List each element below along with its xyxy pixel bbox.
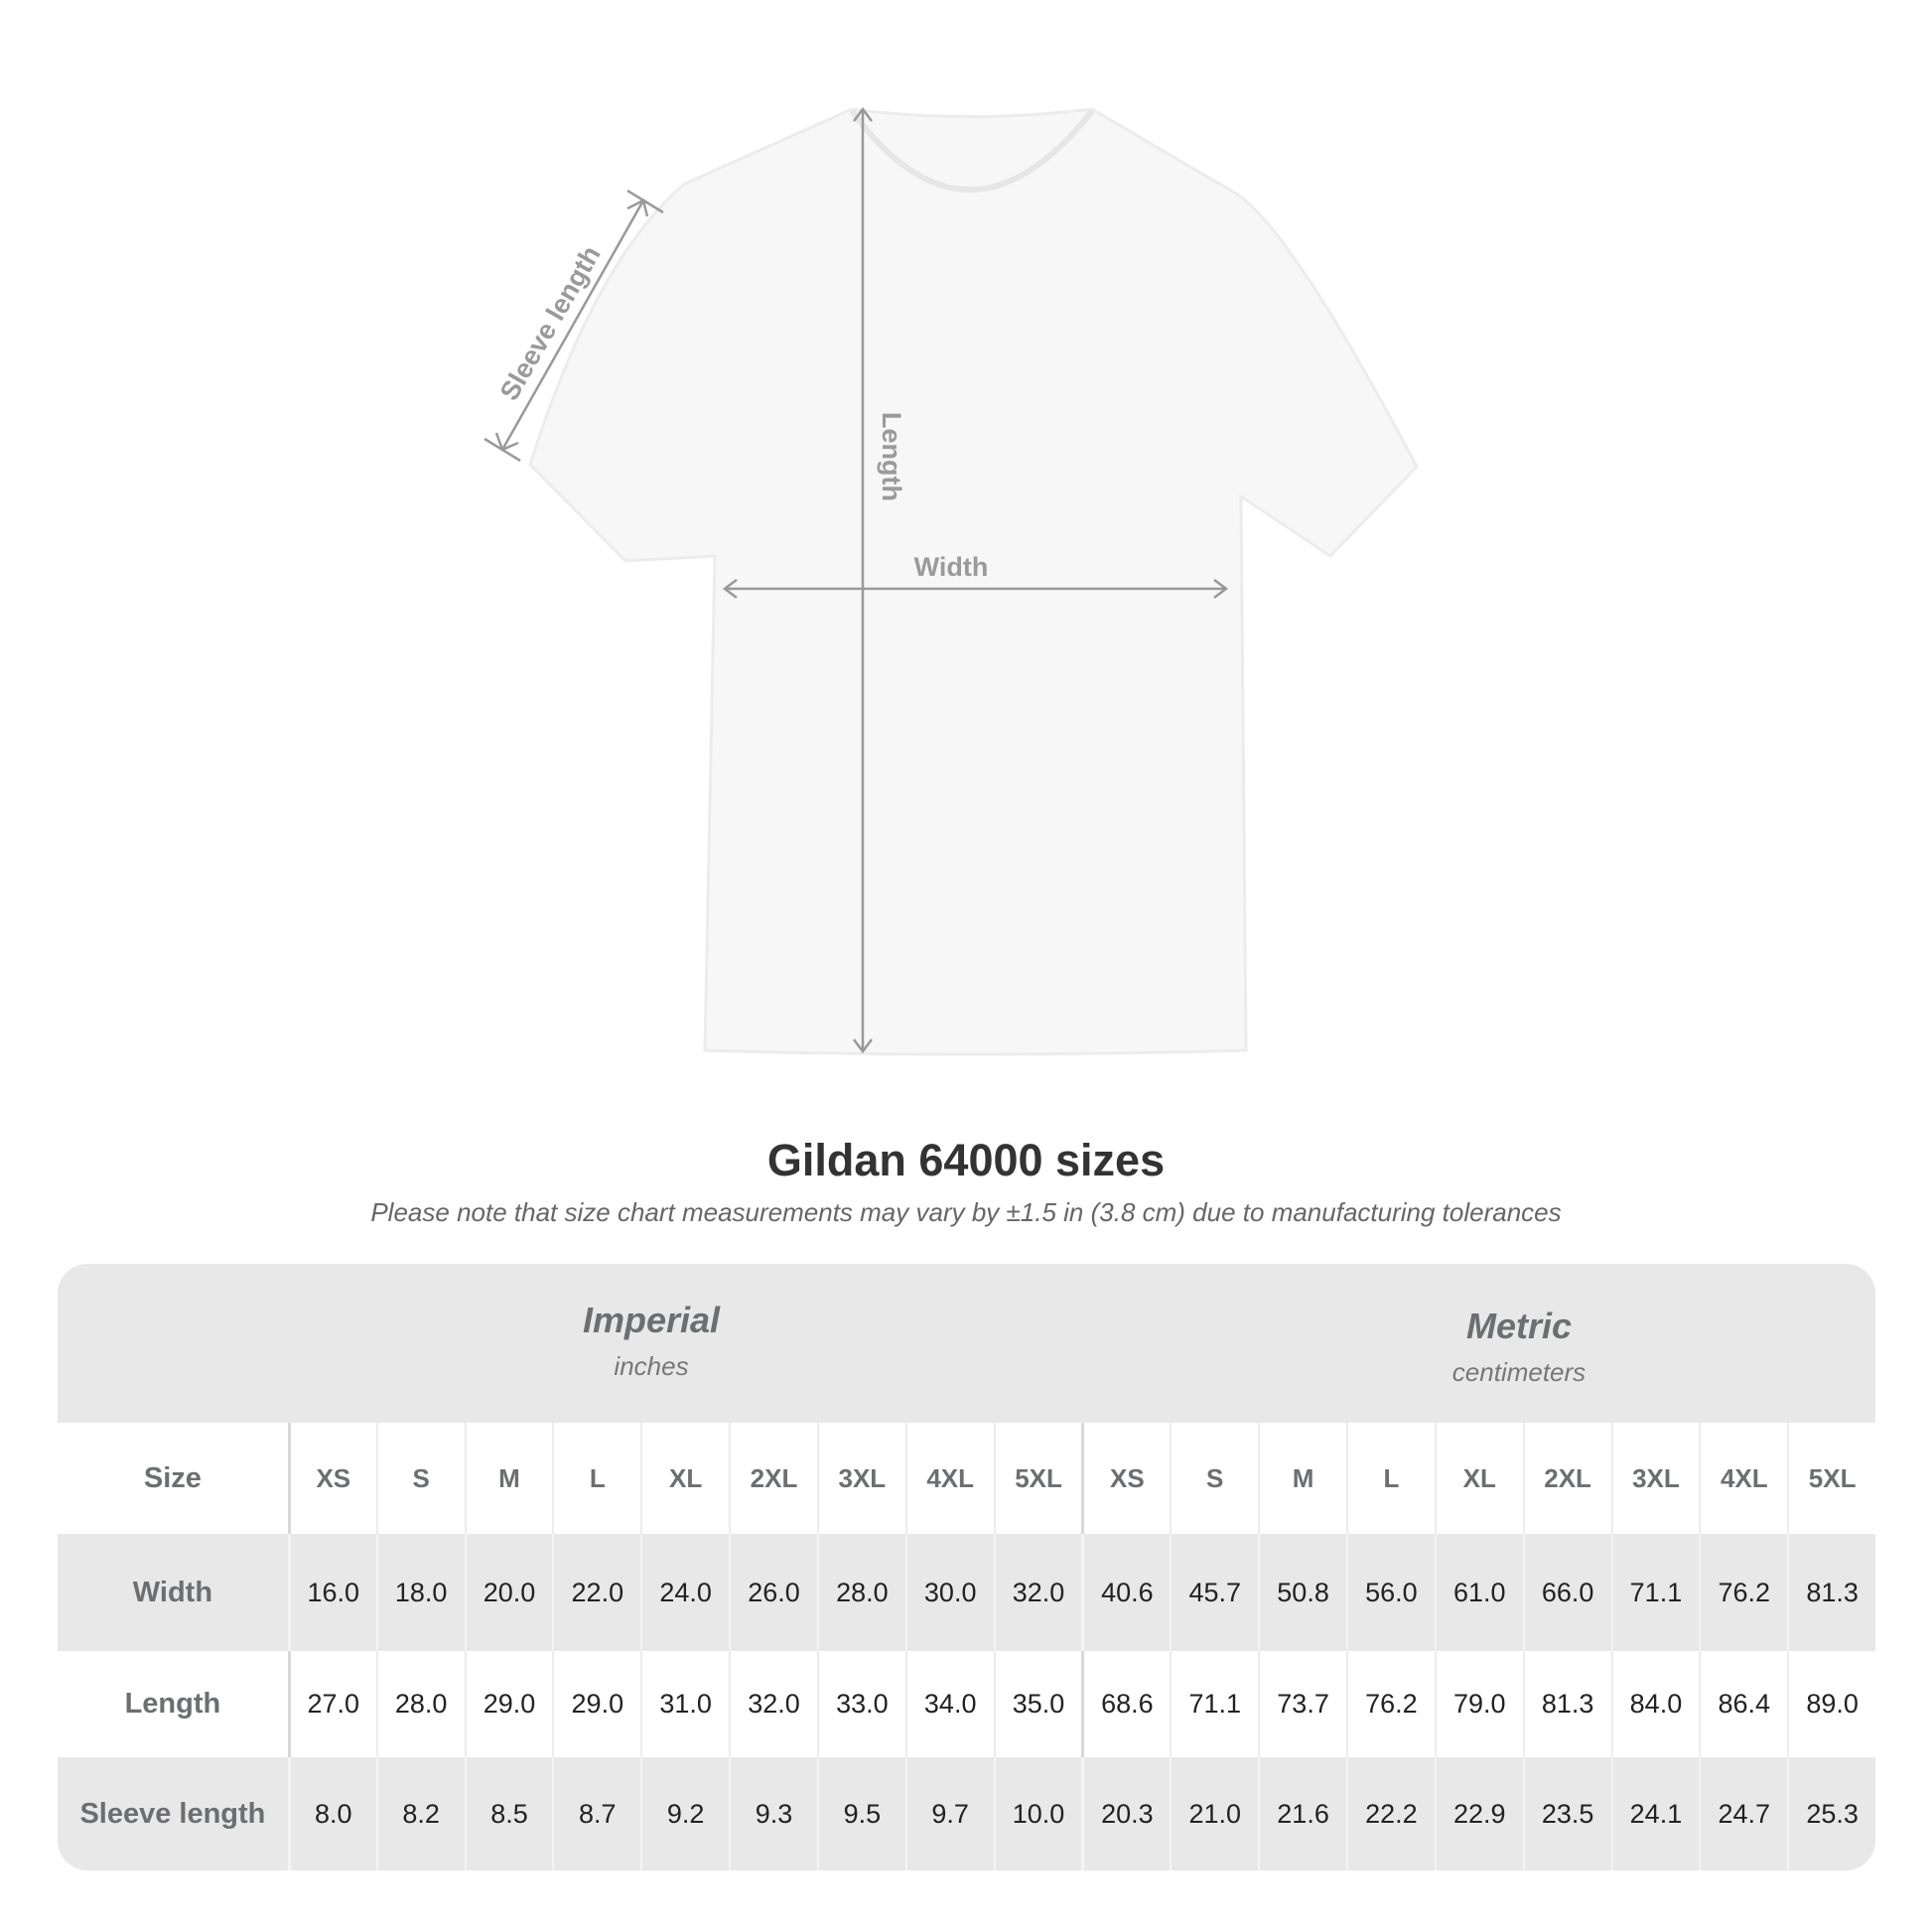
- table-cell: 25.3: [1787, 1757, 1875, 1870]
- row-label: Length: [124, 1688, 221, 1720]
- table-cell: 35.0: [993, 1651, 1082, 1757]
- table-cell: 22.2: [1345, 1757, 1435, 1870]
- table-cell: 22.9: [1434, 1757, 1523, 1870]
- size-header-cell: XS: [1081, 1423, 1170, 1534]
- page-title: Gildan 64000 sizes: [766, 1135, 1166, 1185]
- table-cell: 8.2: [375, 1757, 465, 1870]
- table-cell: 26.0: [729, 1534, 817, 1651]
- width-label: Width: [914, 552, 989, 582]
- table-cell: 24.0: [640, 1534, 729, 1651]
- table-cell: 45.7: [1170, 1534, 1258, 1651]
- table-cell: 9.3: [729, 1757, 817, 1870]
- length-label: Length: [877, 412, 906, 501]
- table-cell: 33.0: [816, 1651, 905, 1757]
- table-cell: 23.5: [1522, 1757, 1611, 1870]
- size-header-cell: M: [1258, 1423, 1346, 1534]
- table-cell: 29.0: [464, 1651, 553, 1757]
- size-header-cell: S: [1170, 1423, 1258, 1534]
- table-cell: 18.0: [375, 1534, 465, 1651]
- table-cell: 21.6: [1258, 1757, 1346, 1870]
- table-cell: 16.0: [287, 1534, 376, 1651]
- size-label: Size: [143, 1461, 202, 1494]
- table-cell: 50.8: [1258, 1534, 1346, 1651]
- table-cell: 22.0: [552, 1534, 640, 1651]
- table-cell: 34.0: [904, 1651, 994, 1757]
- size-header-cell: 4XL: [904, 1423, 994, 1534]
- table-cell: 66.0: [1522, 1534, 1611, 1651]
- table-cell: 89.0: [1787, 1651, 1875, 1757]
- collar: [849, 109, 1095, 193]
- size-header-row: Size XS S M L XL 2XL 3XL 4XL 5XL XS S M L XL 2XL 3XL 4XL…: [58, 1423, 1875, 1534]
- table-cell: 8.0: [287, 1757, 376, 1870]
- size-header-cell: M: [464, 1423, 553, 1534]
- table-cell: 28.0: [375, 1651, 465, 1757]
- table-cell: 30.0: [904, 1534, 994, 1651]
- size-header-cell: 5XL: [993, 1423, 1082, 1534]
- table-cell: 9.5: [816, 1757, 905, 1870]
- size-header-cell: XS: [287, 1423, 376, 1534]
- table-cell: 79.0: [1434, 1651, 1523, 1757]
- metric-unit: centimeters: [1451, 1357, 1587, 1387]
- table-cell: 81.3: [1522, 1651, 1611, 1757]
- table-cell: 20.3: [1081, 1757, 1170, 1870]
- table-cell: 24.1: [1610, 1757, 1700, 1870]
- size-header-cell: L: [552, 1423, 640, 1534]
- table-cell: 68.6: [1081, 1651, 1170, 1757]
- imperial-unit: inches: [614, 1351, 689, 1381]
- table-cell: 28.0: [816, 1534, 905, 1651]
- size-table: Imperial inches Metric centimeters Size …: [58, 1264, 1875, 1870]
- table-cell: 86.4: [1699, 1651, 1787, 1757]
- table-cell: 29.0: [552, 1651, 640, 1757]
- table-cell: 32.0: [729, 1651, 817, 1757]
- size-header-cell: XL: [1434, 1423, 1523, 1534]
- table-cell: 27.0: [287, 1651, 376, 1757]
- tshirt-image: [528, 107, 1419, 1056]
- row-label: Sleeve length: [79, 1797, 266, 1830]
- size-header-cell: 2XL: [729, 1423, 817, 1534]
- table-cell: 61.0: [1434, 1534, 1523, 1651]
- imperial-header: Imperial inches: [353, 1300, 949, 1382]
- size-header-cell: 2XL: [1522, 1423, 1611, 1534]
- table-row-sleeve-length: Sleeve length 8.0 8.2 8.5 8.7 9.2 9.3 9.5 9.7 10.…: [58, 1757, 1875, 1870]
- unit-header-band: [58, 1264, 1875, 1423]
- imperial-title: Imperial: [582, 1300, 721, 1340]
- table-cell: 10.0: [993, 1757, 1082, 1870]
- table-cell: 76.2: [1345, 1651, 1435, 1757]
- size-header-cell: L: [1345, 1423, 1435, 1534]
- tolerance-note: Please note that size chart measurements…: [370, 1197, 1562, 1227]
- size-header-cell: 4XL: [1699, 1423, 1787, 1534]
- metric-header: Metric centimeters: [1221, 1306, 1817, 1388]
- table-cell: 40.6: [1081, 1534, 1170, 1651]
- table-cell: 21.0: [1170, 1757, 1258, 1870]
- size-header-cell: 3XL: [816, 1423, 905, 1534]
- size-header-cell: 5XL: [1787, 1423, 1875, 1534]
- size-header-cell: S: [375, 1423, 465, 1534]
- table-cell: 31.0: [640, 1651, 729, 1757]
- measure-arrows: [483, 106, 1229, 1054]
- table-cell: 71.1: [1170, 1651, 1258, 1757]
- table-cell: 9.7: [904, 1757, 994, 1870]
- table-cell: 24.7: [1699, 1757, 1787, 1870]
- table-cell: 8.5: [464, 1757, 553, 1870]
- table-cell: 8.7: [552, 1757, 640, 1870]
- table-cell: 9.2: [640, 1757, 729, 1870]
- table-cell: 71.1: [1610, 1534, 1700, 1651]
- table-cell: 32.0: [993, 1534, 1082, 1651]
- size-header-cell: XL: [640, 1423, 729, 1534]
- size-header-cell: 3XL: [1610, 1423, 1700, 1534]
- table-cell: 81.3: [1787, 1534, 1875, 1651]
- table-cell: 84.0: [1610, 1651, 1700, 1757]
- tshirt-diagram: Sleeve length Length Width: [483, 106, 1419, 1056]
- table-cell: 20.0: [464, 1534, 553, 1651]
- table-row-width: Width 16.0 18.0 20.0 22.0 24.0 26.0 28.0 30.0 32.…: [58, 1534, 1875, 1651]
- table-cell: 76.2: [1699, 1534, 1787, 1651]
- row-label: Width: [132, 1576, 213, 1608]
- metric-title: Metric: [1465, 1306, 1573, 1346]
- table-row-length: Length 27.0 28.0 29.0 29.0 31.0 32.0 33.0 34.0 35…: [58, 1651, 1875, 1757]
- table-cell: 73.7: [1258, 1651, 1346, 1757]
- table-cell: 56.0: [1345, 1534, 1435, 1651]
